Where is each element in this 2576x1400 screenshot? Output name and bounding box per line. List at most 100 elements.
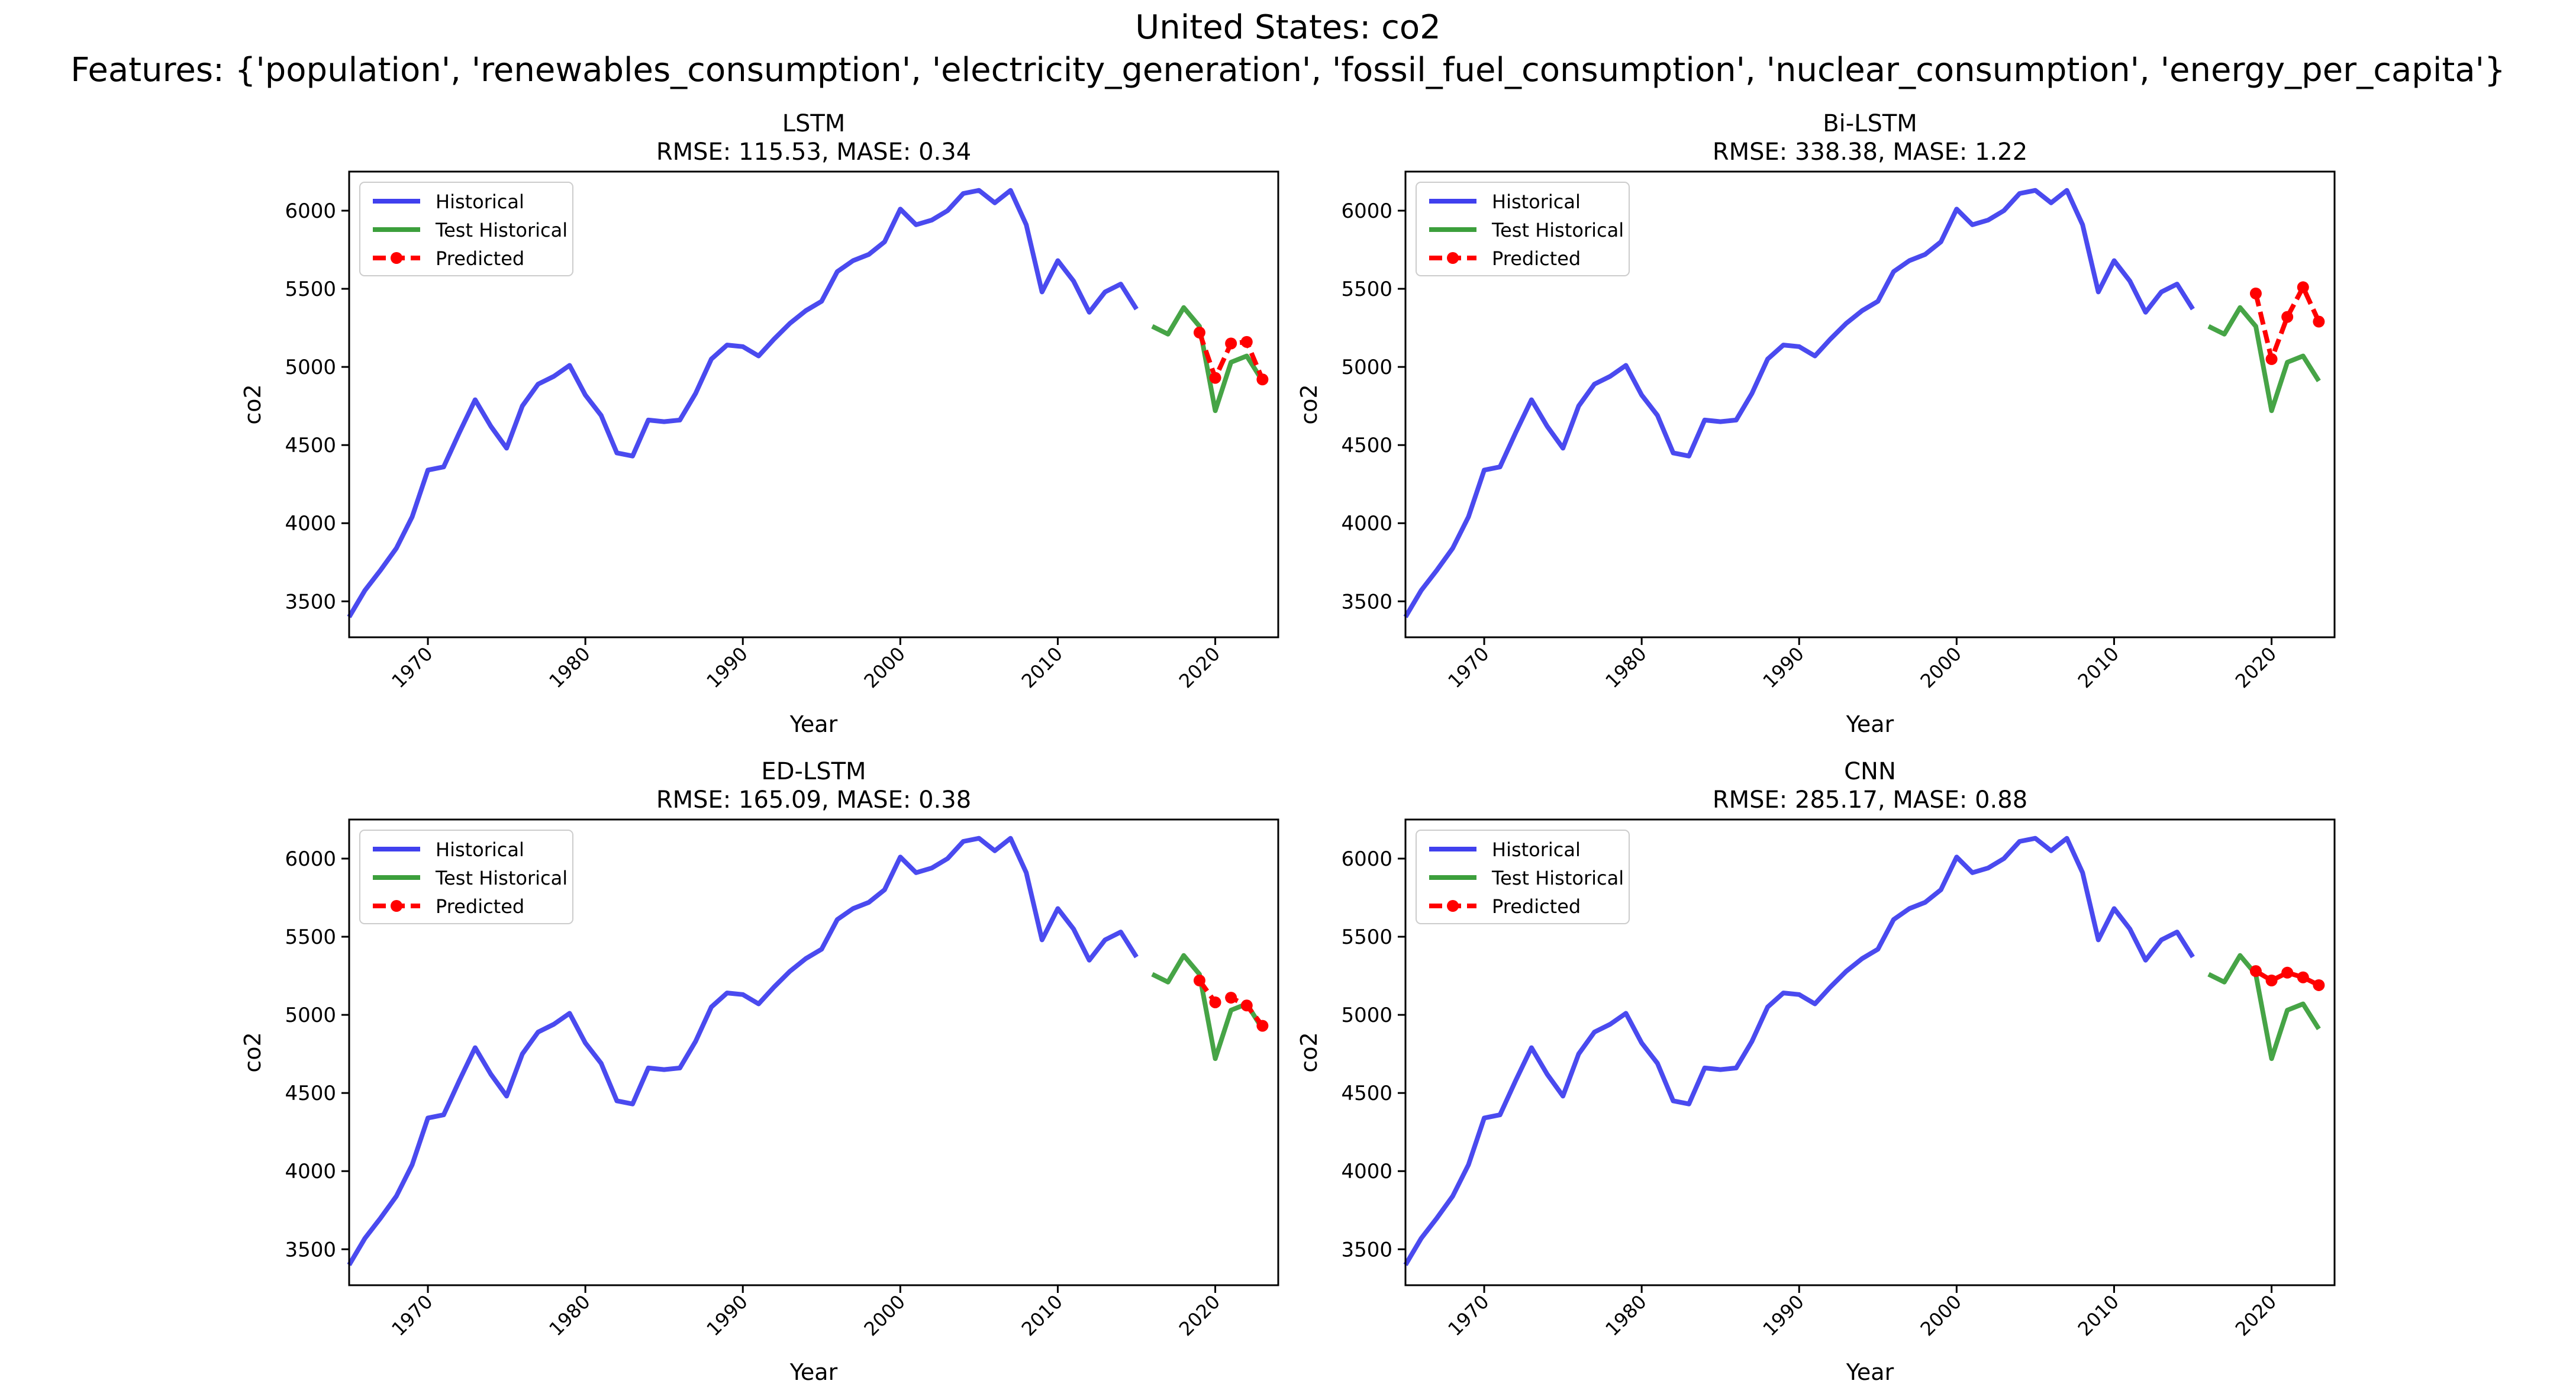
x-tick-label: 2000 [860,643,910,692]
subplot-metrics: RMSE: 338.38, MASE: 1.22 [1713,138,2027,166]
legend: Historical Test Historical Predicted [359,830,573,924]
y-tick-label: 5000 [1341,1004,1392,1027]
legend-entry-label: Historical [436,191,524,213]
predicted-point [2249,287,2262,299]
legend-entry-label: Predicted [436,247,524,270]
x-tick-label: 2010 [1017,643,1067,692]
y-tick-label: 3500 [285,1238,336,1262]
legend-box [1416,182,1630,276]
legend-entry-label: Test Historical [1491,219,1624,241]
predicted-point [2265,975,2278,987]
x-tick-label: 2010 [1017,1291,1067,1340]
y-tick-label: 5500 [1341,925,1392,949]
y-axis-label: co2 [1296,384,1322,424]
y-tick-label: 3500 [1341,1238,1392,1262]
legend-entry-label: Test Historical [435,867,568,889]
subplot-metrics: RMSE: 115.53, MASE: 0.34 [656,138,971,166]
y-tick-label: 4000 [1341,512,1392,536]
series-line-test-historical [1151,305,1265,414]
series-line-historical [347,188,1139,618]
x-tick-label: 1990 [1758,643,1808,692]
x-tick-label: 2010 [2074,1291,2123,1340]
legend-entry-label: Predicted [1492,895,1581,918]
y-axis-label: co2 [240,384,266,424]
subplot-title: CNN [1844,758,1896,785]
series-line-test-historical [2207,305,2321,414]
y-tick-label: 6000 [285,199,336,223]
y-tick-label: 5000 [285,356,336,379]
legend-box [1416,830,1630,924]
figure-title: United States: co2 [1135,8,1441,47]
y-tick-label: 5000 [285,1004,336,1027]
x-axis-label: Year [789,711,838,737]
predicted-point [2313,315,2325,328]
y-axis-label: co2 [240,1032,266,1072]
x-tick-label: 2000 [1916,643,1966,692]
predicted-point [2265,353,2278,365]
predicted-point [2297,971,2309,983]
predicted-point [2281,311,2294,323]
series-line-historical [1403,188,2195,618]
series-line-test-historical [2207,953,2321,1062]
axes-frame [348,818,1279,1286]
predicted-point [1240,336,1253,348]
figure-features-subtitle: Features: {'population', 'renewables_con… [70,51,2506,89]
legend-marker [1447,900,1459,912]
predicted-point [1193,327,1205,339]
y-tick-label: 5000 [1341,356,1392,379]
x-axis-label: Year [1846,1359,1894,1385]
x-tick-label: 2020 [1175,1291,1224,1340]
y-tick-label: 3500 [285,590,336,614]
x-tick-label: 2000 [860,1291,910,1340]
legend-entry-label: Historical [1492,838,1581,861]
legend-entry-label: Predicted [436,895,524,918]
y-tick-label: 4000 [285,1160,336,1183]
x-tick-label: 1980 [544,1291,594,1340]
y-tick-label: 6000 [1341,847,1392,871]
x-tick-label: 2020 [1175,643,1224,692]
x-tick-label: 2020 [2231,643,2281,692]
x-tick-label: 1970 [1443,1291,1493,1340]
y-tick-label: 3500 [1341,590,1392,614]
y-tick-label: 4500 [285,434,336,457]
x-tick-label: 1970 [387,643,437,692]
x-tick-label: 1970 [387,1291,437,1340]
legend-marker [1447,252,1459,264]
x-tick-label: 2000 [1916,1291,1966,1340]
subplot-metrics: RMSE: 165.09, MASE: 0.38 [656,786,971,814]
y-tick-label: 6000 [1341,199,1392,223]
predicted-point [1225,337,1237,350]
predicted-point [1209,996,1221,1008]
legend-entry-label: Historical [1492,191,1581,213]
predicted-point [1256,373,1269,386]
y-axis-label: co2 [1296,1032,1322,1072]
y-tick-label: 4500 [1341,434,1392,457]
y-tick-label: 4000 [1341,1160,1392,1183]
legend-entry-label: Historical [436,838,524,861]
axes-frame [1404,818,2336,1286]
x-tick-label: 1990 [702,643,752,692]
legend-entry-label: Test Historical [1491,867,1624,889]
y-tick-label: 4000 [285,512,336,536]
y-tick-label: 5500 [285,925,336,949]
subplot-metrics: RMSE: 285.17, MASE: 0.88 [1713,786,2027,814]
subplot-title: Bi-LSTM [1823,110,1917,137]
y-tick-label: 5500 [1341,278,1392,301]
predicted-point [2313,979,2325,991]
y-tick-label: 4500 [285,1082,336,1105]
x-tick-label: 2010 [2074,643,2123,692]
legend: Historical Test Historical Predicted [1416,830,1630,924]
predicted-point [2297,281,2309,293]
legend-box [359,182,573,276]
x-tick-label: 1990 [1758,1291,1808,1340]
predicted-point [1256,1020,1269,1032]
legend-box [359,830,573,924]
axes-frame [348,170,1279,638]
subplot-title: LSTM [782,110,846,137]
legend-marker [391,252,402,264]
series-line-historical [1403,836,2195,1266]
